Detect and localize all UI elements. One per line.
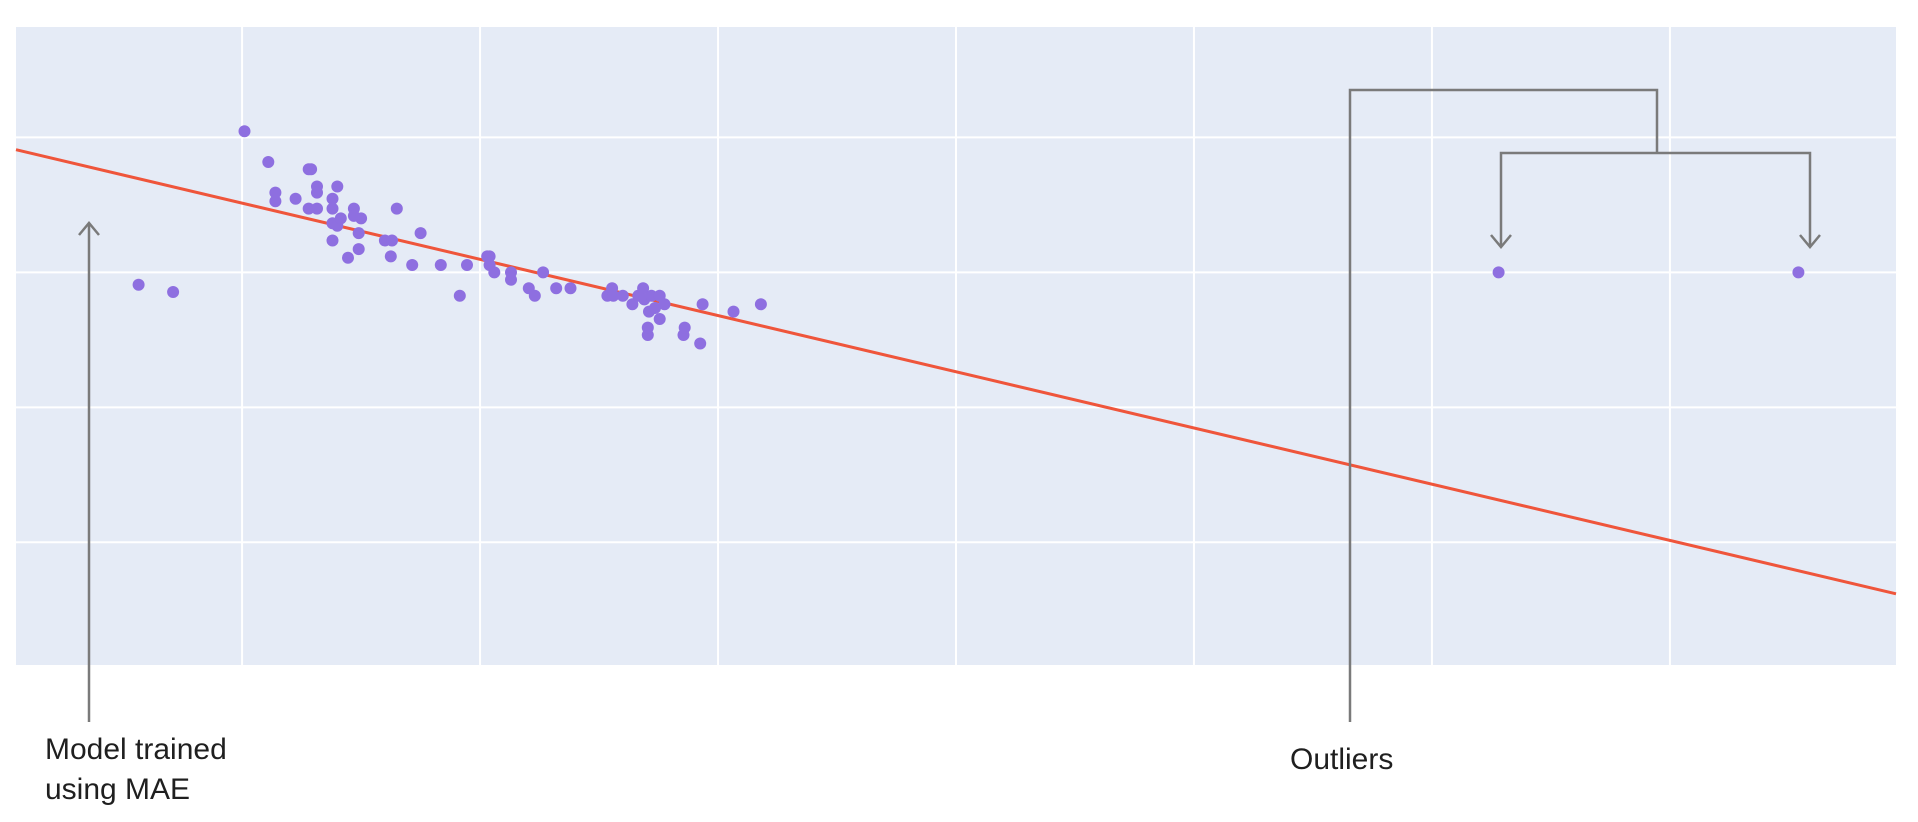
annotation-line-1: Model trained bbox=[45, 733, 227, 766]
data-point bbox=[564, 282, 577, 295]
data-point bbox=[352, 227, 365, 240]
data-point bbox=[167, 286, 180, 298]
data-point bbox=[331, 180, 344, 193]
data-point bbox=[434, 259, 447, 271]
data-point bbox=[528, 289, 541, 302]
data-point bbox=[352, 243, 365, 256]
outlier-point bbox=[1492, 266, 1505, 279]
annotation-arrows bbox=[78, 88, 1821, 722]
data-point bbox=[326, 202, 339, 215]
outlier-arrow-head-left bbox=[1490, 234, 1512, 249]
data-point bbox=[311, 202, 323, 215]
annotation-outliers: Outliers bbox=[1290, 743, 1394, 776]
data-point bbox=[311, 186, 323, 199]
data-point bbox=[326, 192, 339, 205]
outliers-bracket-split bbox=[1499, 151, 1812, 246]
data-point bbox=[626, 298, 639, 311]
data-point bbox=[696, 298, 709, 311]
data-point bbox=[326, 234, 339, 247]
data-point bbox=[289, 192, 302, 205]
data-point bbox=[641, 321, 654, 334]
outliers-bracket-main bbox=[1348, 88, 1659, 722]
data-point bbox=[653, 313, 666, 325]
data-point bbox=[390, 202, 403, 215]
data-points bbox=[132, 125, 1805, 350]
data-point bbox=[678, 321, 691, 334]
data-point bbox=[414, 227, 427, 240]
data-point bbox=[355, 212, 368, 225]
data-point bbox=[269, 195, 282, 208]
data-point bbox=[461, 259, 473, 271]
data-point bbox=[727, 305, 740, 318]
data-point bbox=[658, 298, 671, 311]
data-point bbox=[645, 289, 658, 302]
data-point bbox=[694, 337, 707, 350]
data-point bbox=[453, 289, 466, 302]
data-point bbox=[342, 251, 354, 264]
data-point bbox=[406, 259, 419, 271]
data-point bbox=[754, 298, 767, 311]
data-point bbox=[488, 266, 501, 279]
data-point bbox=[607, 289, 620, 302]
mae-arrow-head bbox=[78, 221, 100, 236]
data-point bbox=[386, 234, 398, 247]
data-point bbox=[269, 186, 282, 199]
outlier-arrow-head-right bbox=[1799, 234, 1821, 249]
data-point bbox=[637, 282, 650, 295]
data-point bbox=[305, 163, 318, 176]
data-point bbox=[302, 202, 315, 215]
data-point bbox=[334, 212, 347, 225]
outlier-point bbox=[1792, 266, 1805, 279]
data-point bbox=[616, 289, 629, 302]
data-point bbox=[384, 250, 397, 263]
data-point bbox=[550, 282, 563, 295]
data-point bbox=[132, 278, 145, 291]
annotation-line-2: using MAE bbox=[45, 773, 191, 806]
data-point bbox=[483, 250, 496, 263]
data-point bbox=[238, 125, 251, 138]
gridlines bbox=[16, 27, 1896, 665]
data-point bbox=[262, 156, 275, 168]
data-point bbox=[505, 266, 517, 279]
data-point bbox=[537, 266, 550, 279]
annotation-model-trained-using-mae: Model trained using MAE bbox=[45, 730, 227, 810]
data-point bbox=[649, 302, 661, 314]
